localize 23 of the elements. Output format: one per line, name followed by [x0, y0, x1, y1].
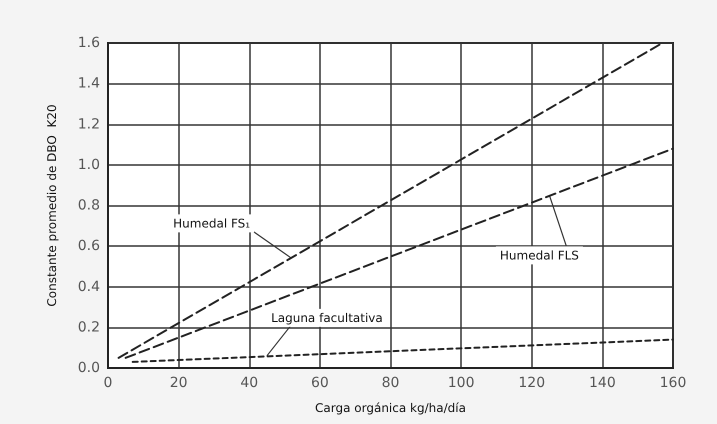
- x-tick-label: 160: [660, 375, 686, 391]
- x-tick-label: 140: [589, 375, 616, 391]
- annotation: Humedal FS₁: [173, 216, 250, 230]
- y-tick-label: 1.4: [78, 76, 100, 92]
- y-tick-label: 0.8: [78, 198, 100, 214]
- x-tick-label: 0: [104, 375, 112, 391]
- y-tick-label: 1.2: [78, 116, 100, 132]
- y-tick-label: 0.0: [78, 360, 100, 376]
- y-tick-label: 0.6: [78, 238, 100, 254]
- annotation: Laguna facultativa: [271, 310, 383, 325]
- x-tick-label: 60: [310, 375, 329, 391]
- x-tick-label: 120: [518, 375, 546, 391]
- annotation: Humedal FLS: [500, 248, 579, 262]
- x-tick-label: 40: [240, 375, 258, 391]
- y-tick-label: 1.0: [78, 156, 100, 173]
- x-axis-title: Carga orgánica kg/ha/día: [315, 401, 466, 415]
- x-tick-label: 20: [170, 375, 188, 391]
- y-tick-label: 0.2: [78, 319, 100, 336]
- y-tick-label: 0.4: [78, 278, 100, 295]
- x-tick-label: 100: [448, 375, 474, 391]
- x-tick-label: 80: [382, 375, 400, 391]
- y-axis-title: Constante promedio de DBO K20: [45, 104, 59, 307]
- y-tick-label: 1.6: [78, 35, 100, 51]
